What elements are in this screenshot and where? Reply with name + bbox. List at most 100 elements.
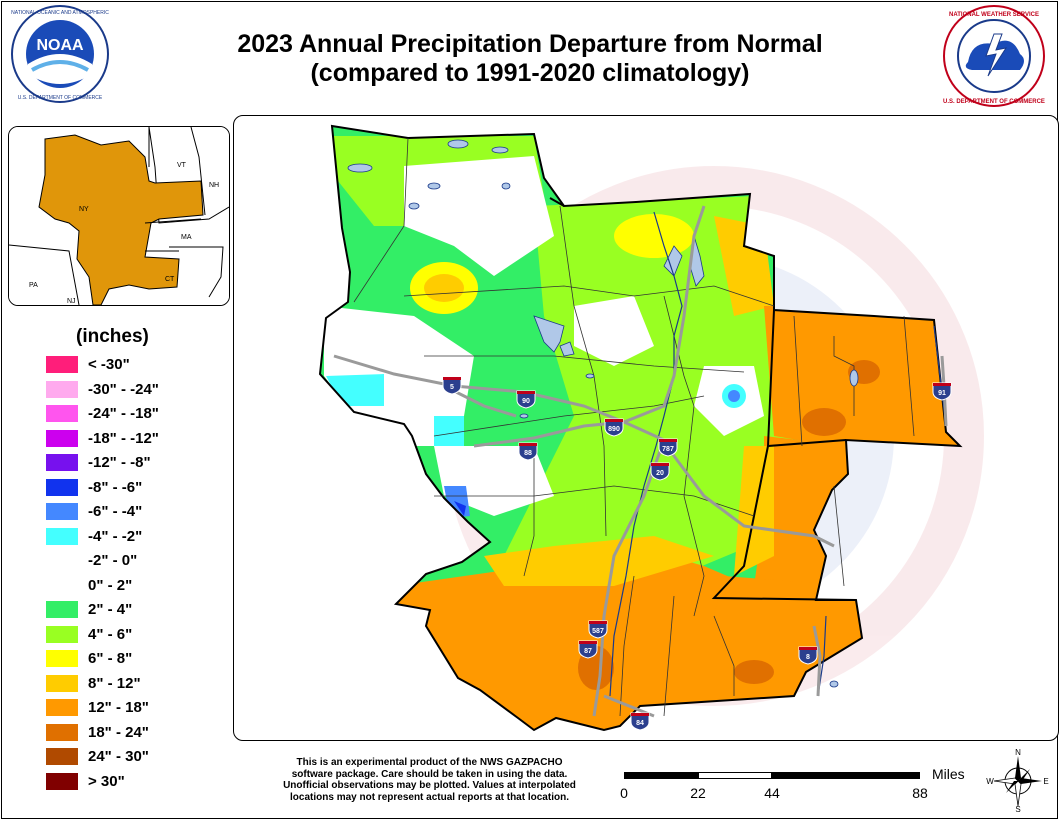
interstate-shield-label: 91 <box>938 390 946 397</box>
interstate-shield-label: 90 <box>522 398 530 405</box>
svg-text:U.S. DEPARTMENT OF COMMERCE: U.S. DEPARTMENT OF COMMERCE <box>943 99 1045 105</box>
inset-label-nj: NJ <box>67 298 76 305</box>
interstate-shield-label: 587 <box>592 628 604 635</box>
legend-label: 2" - 4" <box>88 601 133 618</box>
inset-label-nh: NH <box>209 182 219 189</box>
legend-swatch <box>46 405 78 422</box>
interstate-shield-label: 890 <box>608 426 620 433</box>
precip-departure-map: 5 90 890 88 787 20 91 587 87 8 84 <box>233 115 1059 741</box>
legend-swatch <box>46 454 78 471</box>
legend-label: 8" - 12" <box>88 674 141 692</box>
legend-label: -2" - 0" <box>88 552 138 569</box>
noaa-logo: NOAA NATIONAL OCEANIC AND ATMOSPHERIC U.… <box>11 5 109 103</box>
legend-swatch <box>46 356 78 373</box>
legend-label: -30" - -24" <box>88 380 159 398</box>
legend-swatch <box>46 576 78 594</box>
interstate-shield-icon: 84 <box>630 712 650 731</box>
legend-swatch <box>46 772 78 790</box>
legend-label: -24" - -18" <box>88 405 159 422</box>
scale-segment <box>624 772 698 779</box>
interstate-shield-icon: 20 <box>650 462 670 481</box>
legend-label: < -30" <box>88 356 130 373</box>
interstate-shields: 5 90 890 88 787 20 91 587 87 8 84 <box>442 376 952 731</box>
legend-label: 4" - 6" <box>88 625 133 643</box>
legend-label: -18" - -12" <box>88 429 159 447</box>
inset-label-ct: CT <box>165 276 175 283</box>
interstate-shield-label: 88 <box>524 450 532 457</box>
legend-swatch <box>46 429 78 447</box>
legend-label: 6" - 8" <box>88 650 133 667</box>
scale-tick-label: 88 <box>912 785 928 801</box>
legend-swatch <box>46 674 78 692</box>
compass-rose-icon: N S E W <box>986 748 1048 812</box>
interstate-shield-label: 87 <box>584 648 592 655</box>
legend-swatch <box>46 650 78 667</box>
legend-label: 12" - 18" <box>88 699 149 716</box>
scale-bar: 0 22 44 88 Miles <box>620 766 965 806</box>
interstate-shield-label: 20 <box>656 470 664 477</box>
compass-w: W <box>986 777 994 786</box>
nws-logo: NATIONAL WEATHER SERVICE U.S. DEPARTMENT… <box>943 5 1045 107</box>
state-line-ma-ct <box>711 445 857 601</box>
inset-label-ny: NY <box>79 206 89 213</box>
interstate-shield-icon: 587 <box>588 620 608 639</box>
map-title: 2023 Annual Precipitation Departure from… <box>140 30 920 88</box>
legend-swatch <box>46 625 78 643</box>
interstate-shield-label: 5 <box>450 384 454 391</box>
disclaimer-line: software package. Care should be taken i… <box>291 768 568 780</box>
scale-units: Miles <box>932 766 965 782</box>
svg-text:U.S. DEPARTMENT OF COMMERCE: U.S. DEPARTMENT OF COMMERCE <box>18 95 103 101</box>
compass-s: S <box>1015 805 1020 812</box>
scale-tick-label: 22 <box>690 785 706 801</box>
scale-tick-label: 0 <box>620 785 628 801</box>
inset-label-pa: PA <box>29 282 38 289</box>
legend-label: > 30" <box>88 772 125 790</box>
legend-swatch <box>46 601 78 618</box>
legend-swatch <box>46 699 78 716</box>
disclaimer-line: Unofficial observations may be plotted. … <box>283 780 576 791</box>
legend-label: -6" - -4" <box>88 503 143 520</box>
svg-text:NATIONAL WEATHER SERVICE: NATIONAL WEATHER SERVICE <box>949 12 1039 18</box>
scale-tick-label: 44 <box>764 785 780 801</box>
scale-segment <box>698 772 772 779</box>
interstate-shield-icon: 890 <box>604 418 624 437</box>
interstate-shield-icon: 5 <box>442 376 462 395</box>
legend-label: 18" - 24" <box>88 723 149 741</box>
interstate-shield-icon: 90 <box>516 390 536 409</box>
legend-label: -12" - -8" <box>88 454 151 471</box>
interstate-shield-icon: 8 <box>798 646 818 665</box>
legend-label: -8" - -6" <box>88 478 143 496</box>
legend-swatch <box>46 552 78 569</box>
interstate-shield-icon: 88 <box>518 442 538 461</box>
legend-swatch <box>46 380 78 398</box>
compass-e: E <box>1043 777 1048 786</box>
main-map-svg: 5 90 890 88 787 20 91 587 87 8 84 <box>318 124 984 732</box>
legend-swatch <box>46 503 78 520</box>
interstate-shield-icon: 91 <box>932 382 952 401</box>
interstate-shield-label: 787 <box>662 446 674 453</box>
legend-label: 0" - 2" <box>88 576 133 594</box>
legend-label: -4" - -2" <box>88 527 143 545</box>
study-area-highlight <box>38 134 204 305</box>
map-title-line2: (compared to 1991-2020 climatology) <box>310 59 750 87</box>
scale-segment <box>772 772 920 779</box>
map-title-line1: 2023 Annual Precipitation Departure from… <box>237 30 823 58</box>
interstate-shield-icon: 787 <box>658 438 678 457</box>
legend-swatch <box>46 723 78 741</box>
interstate-shield-label: 84 <box>636 720 644 727</box>
legend-swatch <box>46 527 78 545</box>
disclaimer-line: This is an experimental product of the N… <box>296 757 563 768</box>
locator-map-svg: NY VT NH MA CT PA NJ <box>9 127 229 305</box>
legend-title: (inches) <box>76 326 149 347</box>
interstate-routes <box>333 205 948 718</box>
inset-label-vt: VT <box>177 162 187 169</box>
disclaimer: This is an experimental product of the N… <box>262 757 597 803</box>
svg-text:NATIONAL OCEANIC AND ATMOSPHER: NATIONAL OCEANIC AND ATMOSPHERIC <box>11 10 109 16</box>
legend-label: 24" - 30" <box>88 748 149 765</box>
compass-n: N <box>1015 748 1021 757</box>
cwa-boundary <box>318 124 963 732</box>
noaa-logo-text: NOAA <box>36 37 84 54</box>
interstate-shield-label: 8 <box>806 654 810 661</box>
inset-label-ma: MA <box>181 234 192 241</box>
precip-field <box>320 126 960 730</box>
